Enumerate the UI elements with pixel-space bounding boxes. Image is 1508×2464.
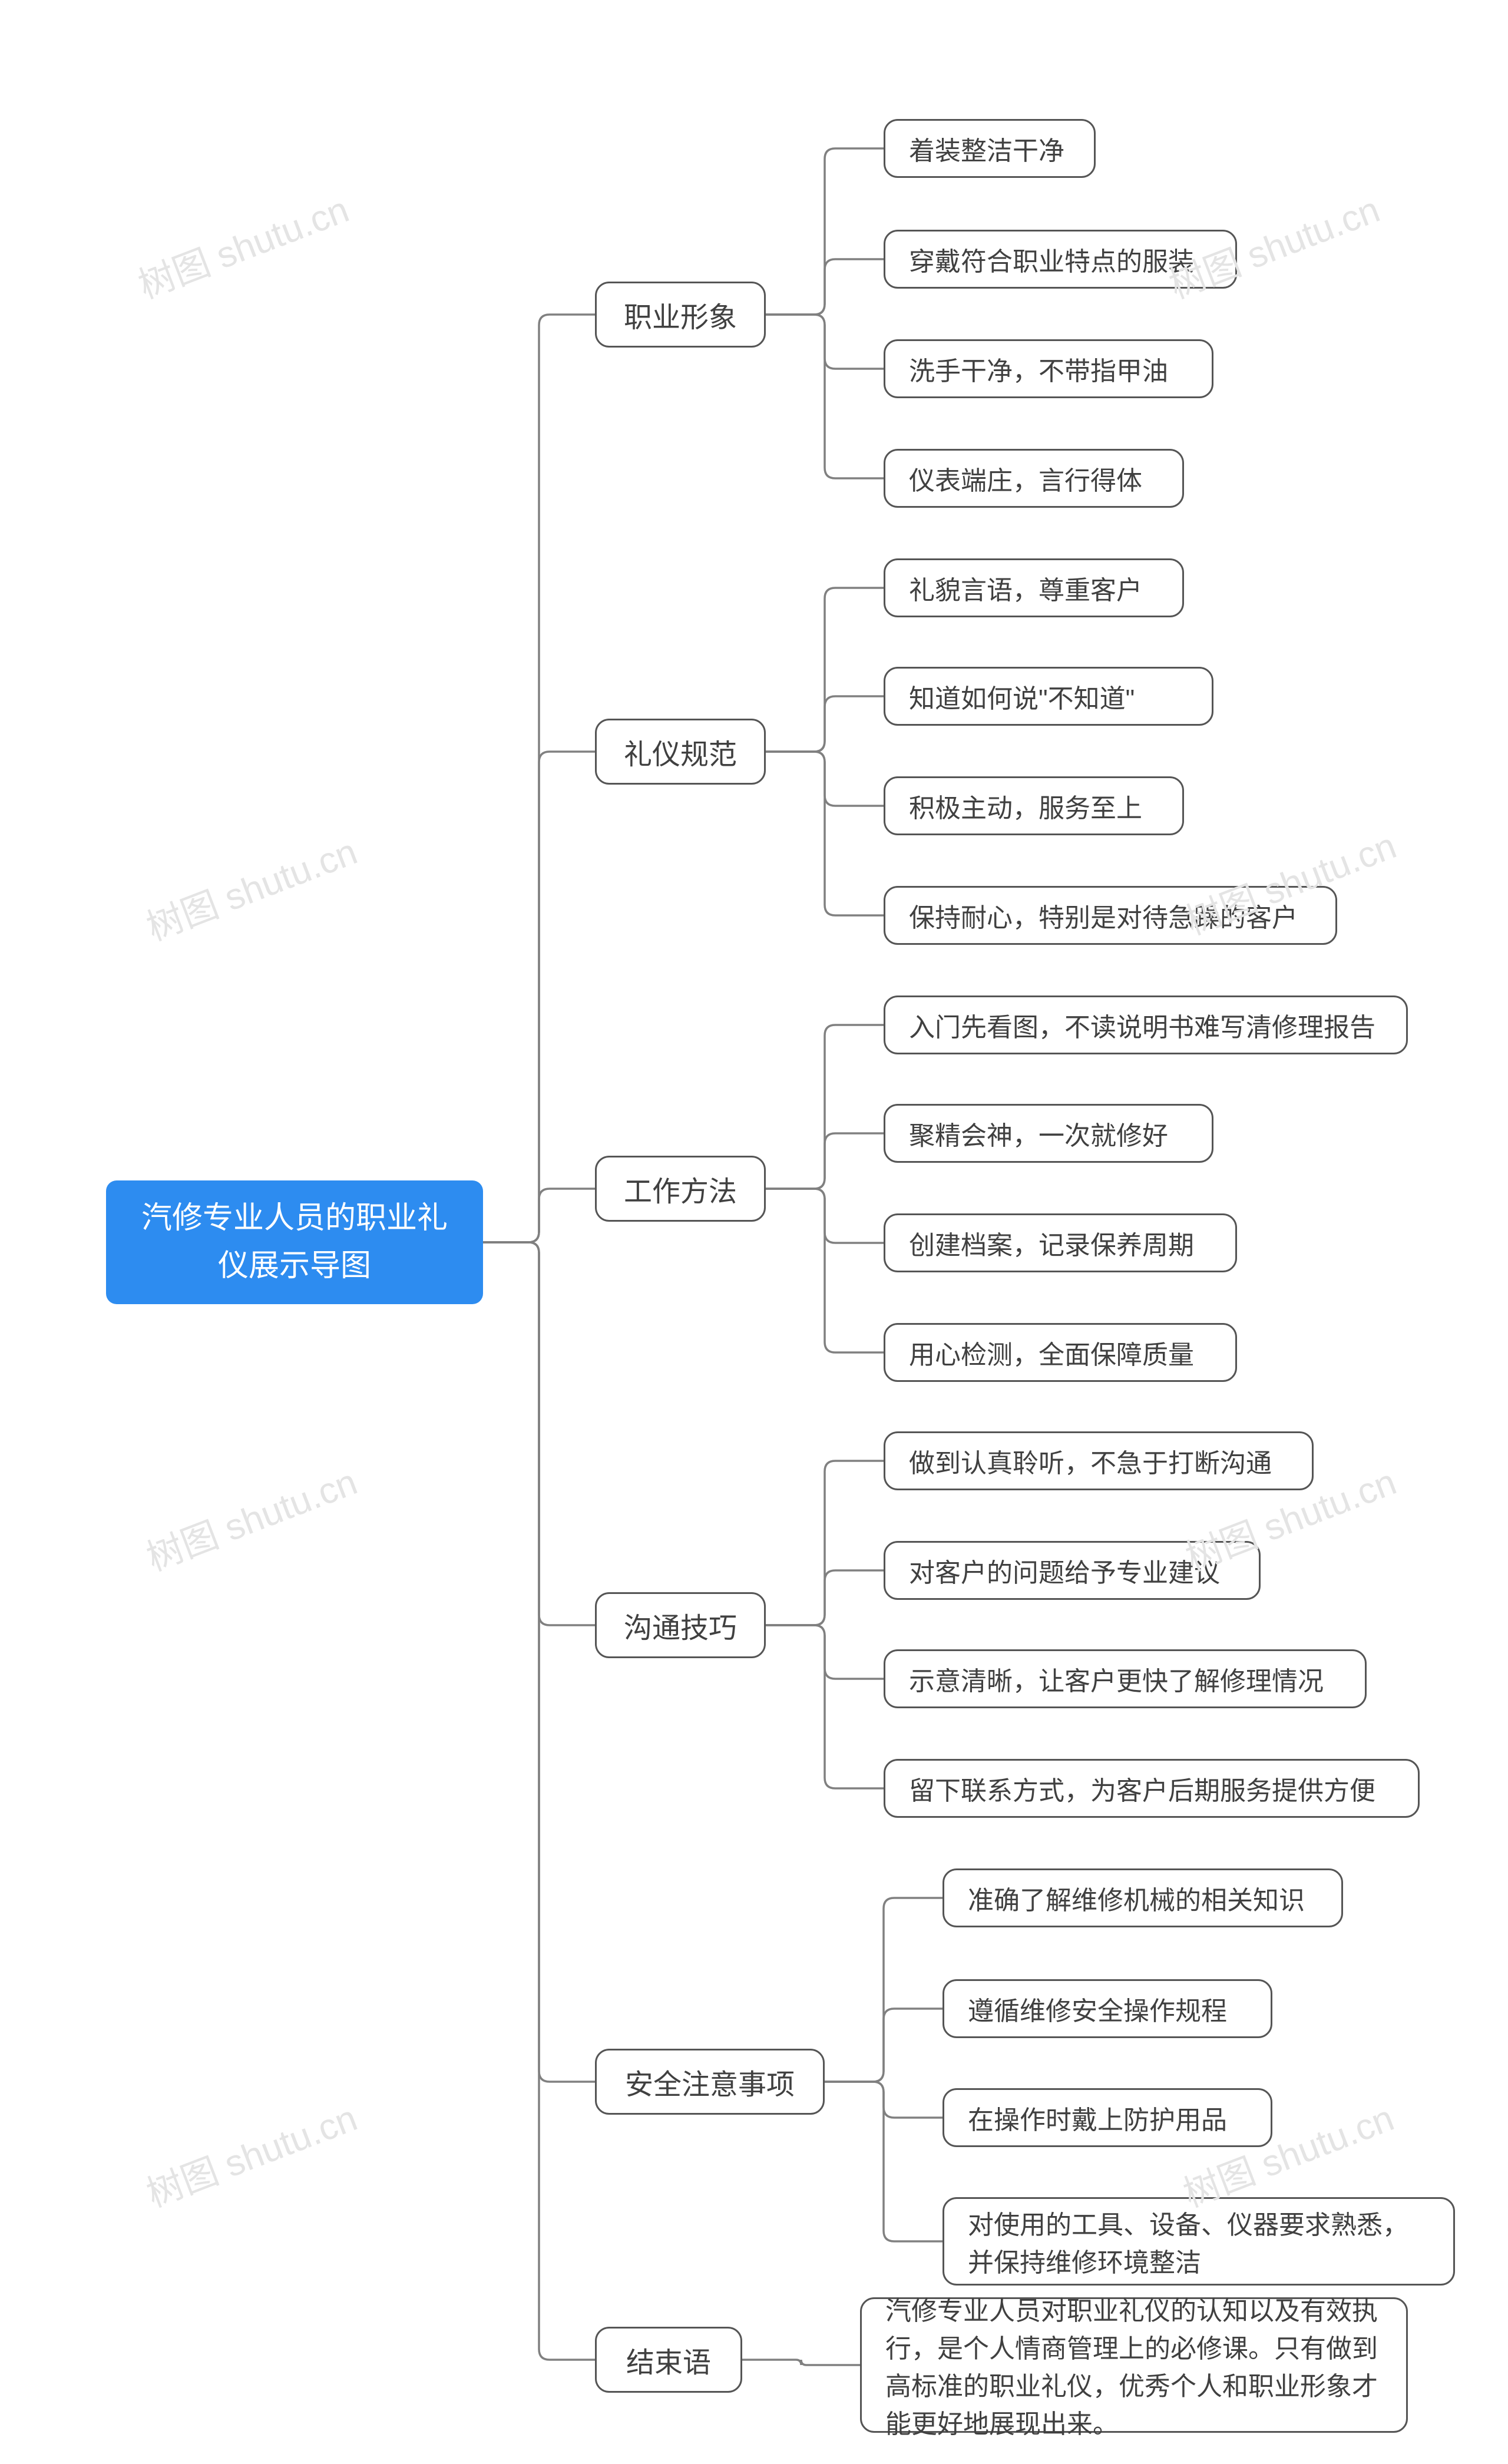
leaf-node: 积极主动，服务至上 bbox=[884, 776, 1184, 835]
leaf-node: 遵循维修安全操作规程 bbox=[943, 1979, 1272, 2038]
leaf-label: 保持耐心，特别是对待急躁的客户 bbox=[909, 897, 1298, 934]
watermark: 树图 shutu.cn bbox=[130, 180, 355, 309]
leaf-label: 汽修专业人员对职业礼仪的认知以及有效执行，是个人情商管理上的必修课。只有做到高标… bbox=[885, 2290, 1383, 2440]
branch-label: 工作方法 bbox=[624, 1168, 737, 1209]
leaf-node: 在操作时戴上防护用品 bbox=[943, 2088, 1272, 2147]
leaf-node: 聚精会神，一次就修好 bbox=[884, 1104, 1213, 1163]
branch-node: 安全注意事项 bbox=[595, 2049, 825, 2115]
leaf-label: 知道如何说"不知道" bbox=[909, 677, 1135, 715]
branch-node: 礼仪规范 bbox=[595, 719, 766, 785]
leaf-label: 聚精会神，一次就修好 bbox=[909, 1114, 1168, 1152]
leaf-label: 准确了解维修机械的相关知识 bbox=[968, 1879, 1305, 1917]
branch-label: 结束语 bbox=[626, 2339, 711, 2380]
branch-node: 工作方法 bbox=[595, 1156, 766, 1222]
leaf-label: 用心检测，全面保障质量 bbox=[909, 1334, 1194, 1371]
leaf-node: 仪表端庄，言行得体 bbox=[884, 449, 1184, 508]
leaf-node: 保持耐心，特别是对待急躁的客户 bbox=[884, 886, 1337, 945]
leaf-node: 示意清晰，让客户更快了解修理情况 bbox=[884, 1649, 1367, 1708]
branch-label: 安全注意事项 bbox=[625, 2061, 795, 2102]
leaf-node: 汽修专业人员对职业礼仪的认知以及有效执行，是个人情商管理上的必修课。只有做到高标… bbox=[860, 2297, 1408, 2433]
branch-node: 结束语 bbox=[595, 2327, 742, 2393]
leaf-label: 示意清晰，让客户更快了解修理情况 bbox=[909, 1660, 1324, 1698]
leaf-node: 礼貌言语，尊重客户 bbox=[884, 558, 1184, 617]
branch-label: 礼仪规范 bbox=[624, 731, 737, 772]
leaf-label: 仪表端庄，言行得体 bbox=[909, 459, 1142, 497]
leaf-node: 准确了解维修机械的相关知识 bbox=[943, 1868, 1343, 1927]
leaf-label: 创建档案，记录保养周期 bbox=[909, 1224, 1194, 1262]
watermark: 树图 shutu.cn bbox=[138, 1452, 363, 1581]
watermark: 树图 shutu.cn bbox=[138, 2088, 363, 2217]
leaf-node: 用心检测，全面保障质量 bbox=[884, 1323, 1237, 1382]
leaf-label: 对客户的问题给予专业建议 bbox=[909, 1552, 1220, 1589]
leaf-node: 着装整洁干净 bbox=[884, 119, 1096, 178]
branch-node: 职业形象 bbox=[595, 282, 766, 348]
leaf-node: 洗手干净，不带指甲油 bbox=[884, 339, 1213, 398]
watermark: 树图 shutu.cn bbox=[138, 822, 363, 951]
leaf-node: 对使用的工具、设备、仪器要求熟悉，并保持维修环境整洁 bbox=[943, 2197, 1455, 2286]
leaf-label: 穿戴符合职业特点的服装 bbox=[909, 240, 1194, 278]
branch-label: 沟通技巧 bbox=[624, 1605, 737, 1646]
root-node: 汽修专业人员的职业礼仪展示导图 bbox=[106, 1180, 483, 1304]
leaf-label: 在操作时戴上防护用品 bbox=[968, 2099, 1227, 2136]
root-label: 汽修专业人员的职业礼仪展示导图 bbox=[139, 1195, 450, 1289]
leaf-label: 积极主动，服务至上 bbox=[909, 787, 1142, 825]
leaf-label: 着装整洁干净 bbox=[909, 130, 1064, 167]
leaf-label: 留下联系方式，为客户后期服务提供方便 bbox=[909, 1770, 1375, 1807]
leaf-label: 入门先看图，不读说明书难写清修理报告 bbox=[909, 1006, 1375, 1044]
leaf-label: 洗手干净，不带指甲油 bbox=[909, 350, 1168, 388]
branch-label: 职业形象 bbox=[624, 294, 737, 335]
leaf-node: 入门先看图，不读说明书难写清修理报告 bbox=[884, 995, 1408, 1054]
branch-node: 沟通技巧 bbox=[595, 1592, 766, 1658]
leaf-node: 知道如何说"不知道" bbox=[884, 667, 1213, 726]
leaf-node: 做到认真聆听，不急于打断沟通 bbox=[884, 1431, 1314, 1490]
leaf-node: 对客户的问题给予专业建议 bbox=[884, 1541, 1261, 1600]
leaf-node: 穿戴符合职业特点的服装 bbox=[884, 230, 1237, 289]
leaf-label: 礼貌言语，尊重客户 bbox=[909, 569, 1142, 607]
leaf-node: 留下联系方式，为客户后期服务提供方便 bbox=[884, 1759, 1420, 1818]
leaf-node: 创建档案，记录保养周期 bbox=[884, 1213, 1237, 1272]
leaf-label: 遵循维修安全操作规程 bbox=[968, 1990, 1227, 2028]
leaf-label: 做到认真聆听，不急于打断沟通 bbox=[909, 1442, 1272, 1480]
mindmap-canvas: 汽修专业人员的职业礼仪展示导图 职业形象 着装整洁干净穿戴符合职业特点的服装洗手干… bbox=[0, 0, 1508, 2464]
leaf-label: 对使用的工具、设备、仪器要求熟悉，并保持维修环境整洁 bbox=[968, 2204, 1430, 2279]
